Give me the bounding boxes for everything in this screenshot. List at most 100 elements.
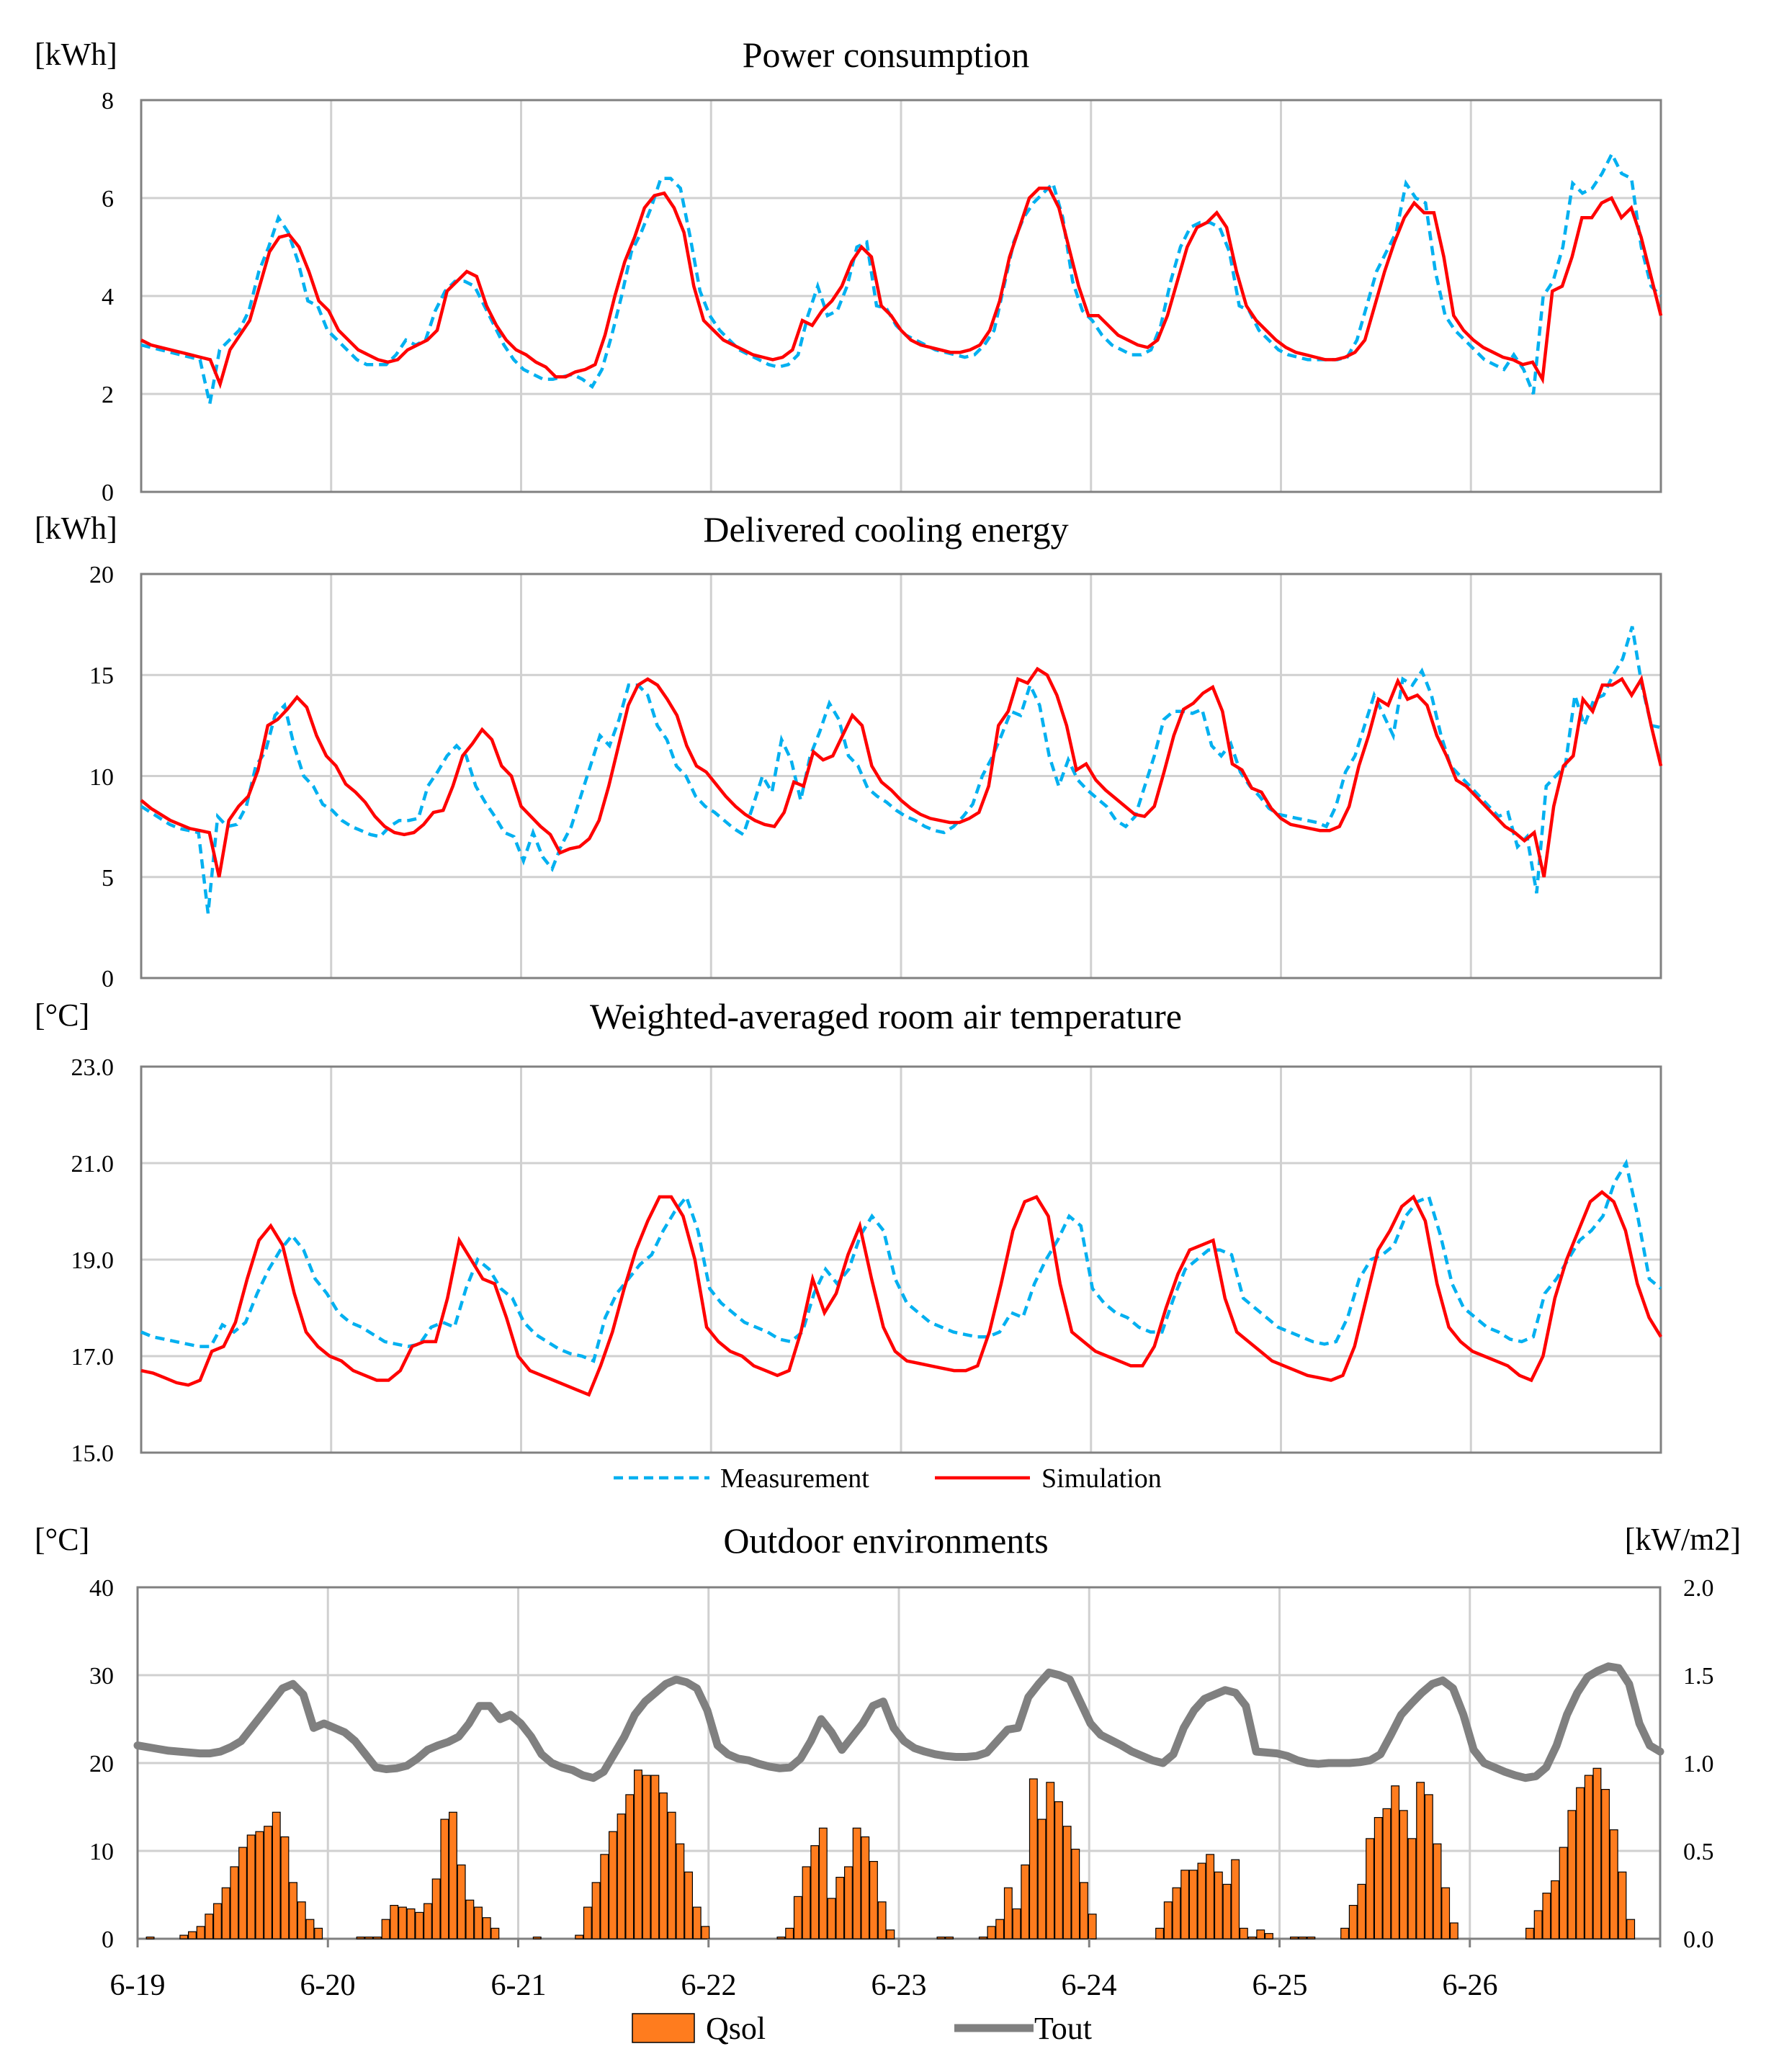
qsol-bar xyxy=(213,1903,222,1939)
qsol-bar xyxy=(843,1866,853,1939)
qsol-bar xyxy=(1357,1883,1366,1939)
panel-delivered-cooling-energy: [kWh] Delivered cooling energy 0 5 10 15… xyxy=(35,509,1663,992)
cooling-ytick-15: 15 xyxy=(89,663,114,689)
qsol-bar xyxy=(1449,1922,1458,1939)
qsol-bar xyxy=(1416,1782,1425,1939)
qsol-bar xyxy=(1172,1887,1181,1939)
outdoor-ytick-right-05: 0.5 xyxy=(1683,1839,1714,1865)
outdoor-xtick-marks xyxy=(136,1939,1662,1947)
outdoor-gridlines xyxy=(138,1587,1660,1939)
qsol-bar xyxy=(1256,1929,1265,1939)
qsol-bar xyxy=(406,1908,416,1939)
legend-qsol-tout: Qsol Tout xyxy=(632,2011,1092,2046)
qsol-bar xyxy=(415,1911,424,1939)
qsol-bar xyxy=(448,1811,457,1939)
qsol-bar xyxy=(1239,1927,1248,1939)
qsol-bar xyxy=(289,1882,298,1939)
qsol-bar xyxy=(280,1836,290,1939)
qsol-bar xyxy=(936,1937,946,1939)
qsol-bar xyxy=(1163,1901,1173,1939)
qsol-bar xyxy=(827,1898,836,1939)
qsol-bar xyxy=(1525,1927,1534,1939)
qsol-bar xyxy=(692,1906,702,1939)
temp-unit-label: [°C] xyxy=(35,997,89,1033)
qsol-bar xyxy=(1340,1927,1349,1939)
xtick-6-21: 6-21 xyxy=(491,1969,547,2002)
qsol-bar xyxy=(642,1775,651,1939)
cooling-ytick-5: 5 xyxy=(102,865,114,892)
qsol-bar xyxy=(776,1937,786,1939)
tout-line xyxy=(133,1662,1664,1782)
xtick-6-25: 6-25 xyxy=(1253,1969,1308,2002)
qsol-bar xyxy=(1407,1838,1417,1939)
qsol-bar xyxy=(995,1919,1005,1939)
qsol-bar xyxy=(1584,1775,1593,1939)
cooling-measurement-line xyxy=(140,626,1662,914)
qsol-bar xyxy=(1206,1854,1215,1939)
qsol-bar xyxy=(398,1906,407,1939)
qsol-bar xyxy=(246,1834,256,1939)
qsol-bar xyxy=(1088,1914,1097,1939)
qsol-bar xyxy=(145,1937,155,1939)
temp-measurement-line xyxy=(140,1158,1662,1363)
qsol-bar xyxy=(701,1926,710,1939)
outdoor-ytick-left-0: 0 xyxy=(102,1927,114,1953)
qsol-bar xyxy=(440,1818,449,1939)
outdoor-ytick-right-20: 2.0 xyxy=(1683,1575,1714,1602)
qsol-bar xyxy=(1601,1789,1610,1939)
cooling-ytick-0: 0 xyxy=(102,966,114,992)
qsol-bar xyxy=(1079,1882,1088,1939)
power-ytick-4: 4 xyxy=(102,284,114,310)
qsol-bar xyxy=(869,1861,878,1939)
qsol-bar xyxy=(1003,1887,1013,1939)
qsol-bar xyxy=(684,1871,694,1939)
power-title: Power consumption xyxy=(743,35,1030,75)
legend-qsol-label: Qsol xyxy=(706,2011,766,2046)
qsol-bar xyxy=(205,1914,214,1939)
cooling-ytick-20: 20 xyxy=(89,562,114,588)
panel-room-air-temperature: [°C] Weighted-averaged room air temperat… xyxy=(35,996,1662,1467)
qsol-bar xyxy=(356,1937,365,1939)
qsol-bar xyxy=(314,1927,323,1939)
qsol-bar xyxy=(1551,1880,1559,1939)
legend-measurement-label: Measurement xyxy=(720,1463,869,1494)
power-gridlines xyxy=(141,100,1661,492)
qsol-bar xyxy=(1029,1778,1038,1939)
outdoor-ytick-left-30: 30 xyxy=(89,1663,114,1690)
qsol-bar xyxy=(1348,1905,1358,1939)
outdoor-ytick-left-40: 40 xyxy=(89,1575,114,1602)
qsol-bar xyxy=(810,1845,820,1939)
qsol-bars xyxy=(145,1767,1636,1939)
power-ytick-0: 0 xyxy=(102,480,114,506)
qsol-bar xyxy=(625,1794,635,1939)
qsol-bar xyxy=(532,1937,542,1939)
qsol-bar xyxy=(835,1877,845,1939)
temp-ytick-23: 23.0 xyxy=(71,1054,115,1081)
qsol-bar xyxy=(617,1813,626,1939)
temp-ytick-19: 19.0 xyxy=(71,1247,115,1274)
qsol-bar xyxy=(1197,1862,1206,1939)
qsol-bar xyxy=(474,1906,483,1939)
qsol-bar xyxy=(1247,1937,1257,1939)
cooling-simulation-line xyxy=(140,666,1663,878)
qsol-bar xyxy=(372,1937,382,1939)
legend-qsol-swatch xyxy=(632,2013,695,2043)
qsol-bar xyxy=(650,1775,660,1939)
qsol-bar xyxy=(877,1901,887,1939)
cooling-ytick-10: 10 xyxy=(89,764,114,791)
qsol-bar xyxy=(1441,1887,1451,1939)
power-ytick-2: 2 xyxy=(102,382,114,408)
qsol-bar xyxy=(255,1831,264,1939)
temp-title: Weighted-averaged room air temperature xyxy=(590,996,1182,1036)
panel-outdoor-environments: [°C] [kW/m2] Outdoor environments 0 10 2… xyxy=(35,1520,1741,2002)
qsol-bar xyxy=(1559,1847,1568,1939)
outdoor-ytick-right-10: 1.0 xyxy=(1683,1751,1714,1777)
qsol-bar xyxy=(978,1937,987,1939)
outdoor-right-unit-label: [kW/m2] xyxy=(1625,1522,1741,1557)
qsol-bar xyxy=(364,1937,374,1939)
xtick-6-23: 6-23 xyxy=(871,1969,927,2002)
qsol-bar xyxy=(1155,1927,1164,1939)
legend-simulation-label: Simulation xyxy=(1041,1463,1162,1494)
qsol-bar xyxy=(490,1927,500,1939)
